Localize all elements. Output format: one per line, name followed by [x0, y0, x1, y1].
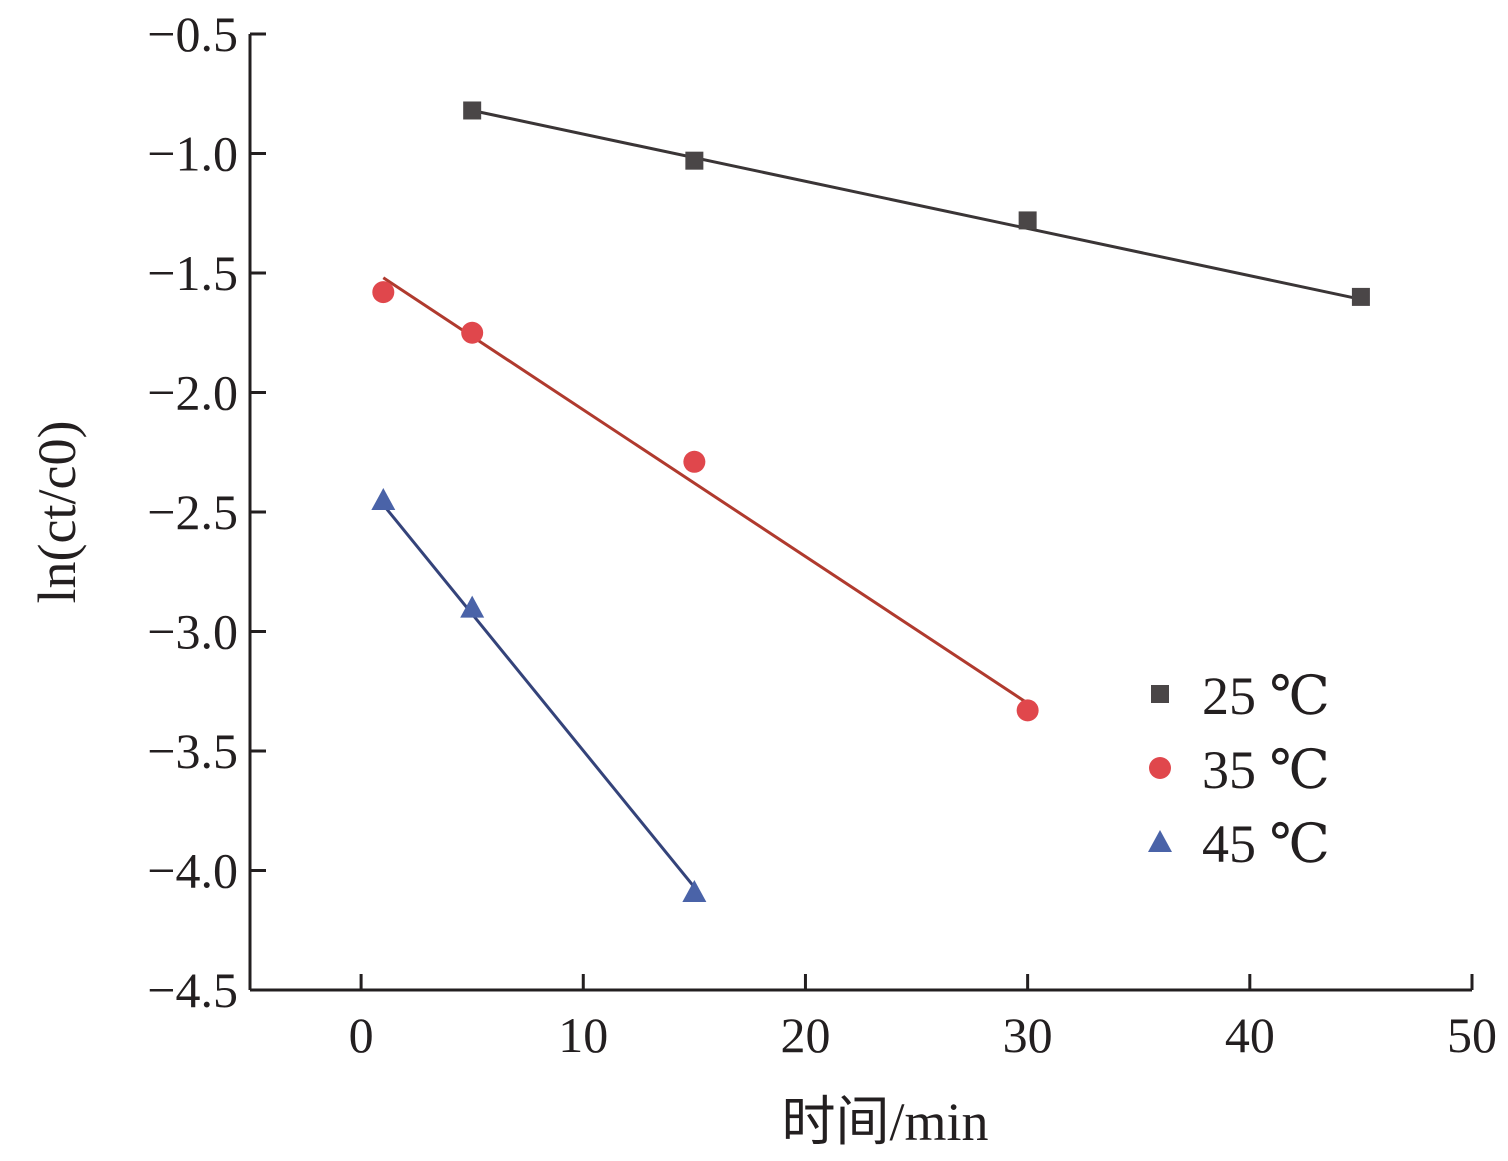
data-point-series-3 [682, 880, 707, 903]
y-tick-label: −1.0 [147, 126, 238, 182]
data-points [371, 101, 1370, 903]
fit-lines [382, 109, 1362, 889]
data-point-series-3 [460, 595, 485, 618]
y-tick-label: −4.0 [147, 843, 238, 899]
data-point-series-2 [372, 281, 395, 304]
x-tick-label: 10 [558, 1007, 608, 1063]
x-tick-label: 40 [1225, 1007, 1275, 1063]
data-point-series-1 [1018, 211, 1037, 230]
legend-marker-1 [1151, 685, 1169, 703]
data-point-series-2 [1016, 699, 1039, 722]
x-tick-label: 20 [780, 1007, 830, 1063]
x-tick-label: 30 [1003, 1007, 1053, 1063]
legend-label-3: 45 ℃ [1202, 814, 1330, 874]
fit-line-1 [471, 109, 1362, 301]
legend-marker-3 [1148, 830, 1172, 852]
data-point-series-1 [1351, 287, 1370, 306]
legend-marker-2 [1149, 757, 1171, 779]
fit-line-3 [382, 503, 696, 889]
y-tick-label: −3.5 [147, 723, 238, 779]
x-tick-label: 50 [1447, 1007, 1497, 1063]
fit-line-2 [382, 276, 1029, 705]
y-tick-label: −2.0 [147, 365, 238, 421]
x-axis-title: 时间/min [781, 1092, 988, 1152]
x-tick-label: 0 [349, 1007, 374, 1063]
data-point-series-1 [463, 101, 482, 120]
y-tick-label: −3.0 [147, 604, 238, 660]
y-tick-label: −1.5 [147, 245, 238, 301]
data-point-series-3 [371, 488, 396, 511]
y-axis-title: ln(ct/c0) [27, 421, 87, 604]
legend-label-2: 35 ℃ [1202, 740, 1330, 800]
data-point-series-2 [461, 321, 484, 344]
legend-label-1: 25 ℃ [1202, 666, 1330, 726]
data-point-series-1 [685, 151, 704, 170]
legend: 25 ℃ 35 ℃ 45 ℃ [1148, 666, 1330, 874]
y-tick-label: −4.5 [147, 962, 238, 1018]
data-point-series-2 [683, 450, 706, 473]
axes: −0.5 −1.0 −1.5 −2.0 −2.5 −3.0 −3.5 −4.0 −4.5 0 10 2… [147, 6, 1497, 1063]
y-tick-label: −0.5 [147, 6, 238, 62]
y-tick-label: −2.5 [147, 484, 238, 540]
